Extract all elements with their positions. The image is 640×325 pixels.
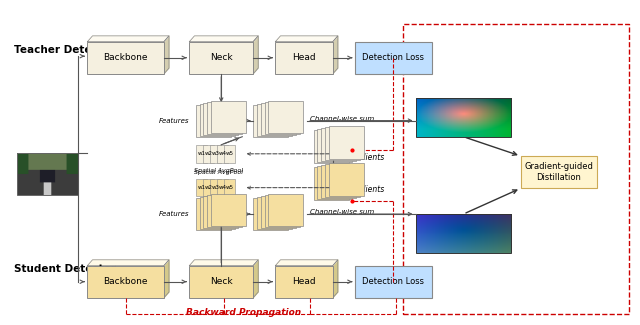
Polygon shape xyxy=(164,36,169,74)
FancyBboxPatch shape xyxy=(189,42,253,74)
FancyBboxPatch shape xyxy=(260,103,296,135)
Polygon shape xyxy=(333,260,338,298)
Text: Features: Features xyxy=(159,211,189,217)
FancyBboxPatch shape xyxy=(210,145,221,162)
FancyBboxPatch shape xyxy=(325,127,360,160)
FancyBboxPatch shape xyxy=(264,102,300,134)
Text: w5: w5 xyxy=(225,185,234,190)
Text: w2: w2 xyxy=(205,185,212,190)
Text: Backward Propagation: Backward Propagation xyxy=(186,308,301,317)
FancyBboxPatch shape xyxy=(257,197,292,229)
FancyBboxPatch shape xyxy=(321,128,356,161)
FancyBboxPatch shape xyxy=(355,42,431,74)
FancyBboxPatch shape xyxy=(317,166,353,199)
Text: Gradient-guided
Distillation: Gradient-guided Distillation xyxy=(525,162,593,182)
FancyBboxPatch shape xyxy=(210,179,221,196)
FancyBboxPatch shape xyxy=(204,103,239,135)
Text: Teacher Detector: Teacher Detector xyxy=(14,45,115,55)
FancyBboxPatch shape xyxy=(329,163,364,196)
Text: Channel-wise sum: Channel-wise sum xyxy=(310,116,374,122)
Text: Spatial AvgPool: Spatial AvgPool xyxy=(193,168,243,173)
FancyBboxPatch shape xyxy=(257,104,292,136)
Text: ⊗: ⊗ xyxy=(237,114,248,127)
Text: w3: w3 xyxy=(211,151,220,156)
FancyBboxPatch shape xyxy=(268,101,303,133)
Text: Features: Features xyxy=(159,118,189,124)
Text: Gradients: Gradients xyxy=(348,185,385,194)
FancyBboxPatch shape xyxy=(196,145,207,162)
FancyBboxPatch shape xyxy=(317,129,353,162)
FancyBboxPatch shape xyxy=(203,179,214,196)
FancyBboxPatch shape xyxy=(217,145,228,162)
Text: Neck: Neck xyxy=(210,53,232,62)
Polygon shape xyxy=(253,260,258,298)
Polygon shape xyxy=(275,36,338,42)
FancyBboxPatch shape xyxy=(211,194,246,226)
Text: w4: w4 xyxy=(218,185,227,190)
FancyBboxPatch shape xyxy=(325,164,360,197)
Text: Student Detector: Student Detector xyxy=(14,264,116,274)
FancyBboxPatch shape xyxy=(204,196,239,228)
Text: w3: w3 xyxy=(211,185,220,190)
FancyBboxPatch shape xyxy=(224,179,236,196)
Text: Spatial AvgPool: Spatial AvgPool xyxy=(193,170,243,175)
FancyBboxPatch shape xyxy=(211,101,246,133)
Polygon shape xyxy=(88,260,169,266)
FancyBboxPatch shape xyxy=(329,126,364,159)
FancyBboxPatch shape xyxy=(196,105,231,137)
Text: Backbone: Backbone xyxy=(104,277,148,286)
FancyBboxPatch shape xyxy=(200,104,235,136)
Polygon shape xyxy=(189,36,258,42)
FancyBboxPatch shape xyxy=(260,196,296,228)
Text: ⊗: ⊗ xyxy=(237,208,248,221)
FancyBboxPatch shape xyxy=(268,194,303,226)
FancyBboxPatch shape xyxy=(224,145,236,162)
Text: w1: w1 xyxy=(198,151,205,156)
FancyBboxPatch shape xyxy=(217,179,228,196)
FancyBboxPatch shape xyxy=(314,167,349,200)
FancyBboxPatch shape xyxy=(200,197,235,229)
Text: w2: w2 xyxy=(205,151,212,156)
FancyBboxPatch shape xyxy=(88,42,164,74)
Text: Detection Loss: Detection Loss xyxy=(362,53,424,62)
FancyBboxPatch shape xyxy=(253,198,288,230)
Text: Backbone: Backbone xyxy=(104,53,148,62)
Text: Detection Loss: Detection Loss xyxy=(362,277,424,286)
FancyBboxPatch shape xyxy=(189,266,253,298)
FancyBboxPatch shape xyxy=(253,105,288,137)
FancyBboxPatch shape xyxy=(275,266,333,298)
FancyBboxPatch shape xyxy=(521,156,597,188)
Text: w1: w1 xyxy=(198,185,205,190)
Text: Gradients: Gradients xyxy=(348,153,385,162)
Text: w5: w5 xyxy=(225,151,234,156)
Text: Head: Head xyxy=(292,53,316,62)
FancyBboxPatch shape xyxy=(203,145,214,162)
Text: Head: Head xyxy=(292,277,316,286)
Polygon shape xyxy=(88,36,169,42)
FancyBboxPatch shape xyxy=(207,102,243,134)
FancyBboxPatch shape xyxy=(207,195,243,227)
FancyBboxPatch shape xyxy=(275,42,333,74)
Polygon shape xyxy=(275,260,338,266)
Polygon shape xyxy=(189,260,258,266)
Polygon shape xyxy=(253,36,258,74)
Polygon shape xyxy=(164,260,169,298)
FancyBboxPatch shape xyxy=(264,195,300,227)
FancyBboxPatch shape xyxy=(88,266,164,298)
Text: Neck: Neck xyxy=(210,277,232,286)
Text: w4: w4 xyxy=(218,151,227,156)
FancyBboxPatch shape xyxy=(355,266,431,298)
FancyBboxPatch shape xyxy=(321,165,356,198)
FancyBboxPatch shape xyxy=(196,198,231,230)
Text: Channel-wise sum: Channel-wise sum xyxy=(310,209,374,215)
FancyBboxPatch shape xyxy=(314,130,349,162)
FancyBboxPatch shape xyxy=(196,179,207,196)
Polygon shape xyxy=(333,36,338,74)
